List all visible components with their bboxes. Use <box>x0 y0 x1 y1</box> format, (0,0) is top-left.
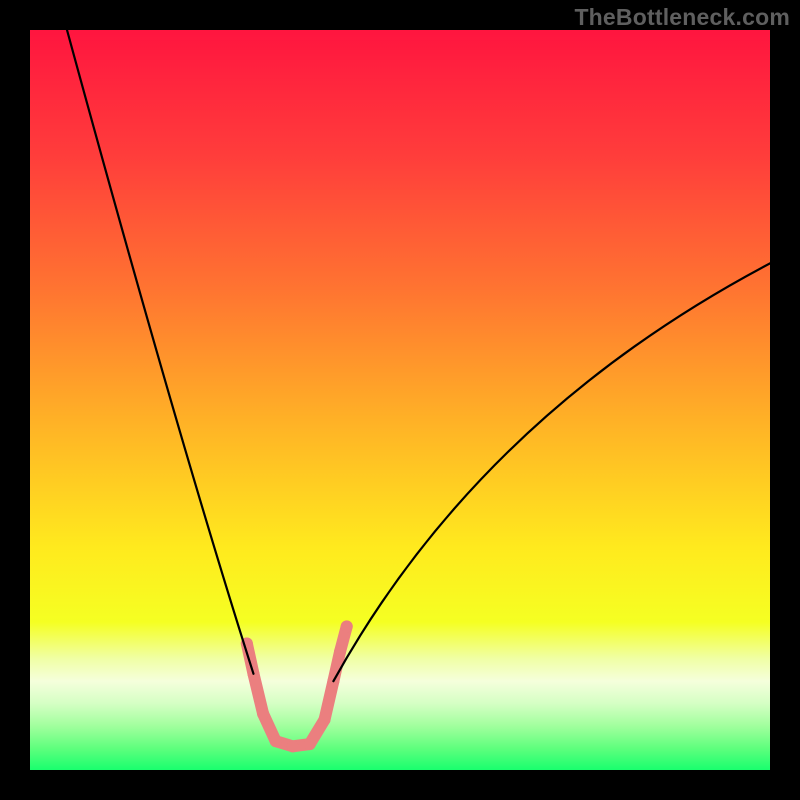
optimal-range-marker <box>287 740 299 752</box>
optimal-range-marker <box>341 620 353 632</box>
chart-container: TheBottleneck.com <box>0 0 800 800</box>
optimal-range-marker <box>334 646 346 658</box>
optimal-range-marker <box>270 735 282 747</box>
optimal-range-marker <box>257 708 269 720</box>
optimal-range-marker <box>319 714 331 726</box>
plot-gradient-bg <box>30 30 770 770</box>
optimal-range-marker <box>304 738 316 750</box>
bottleneck-chart <box>0 0 800 800</box>
